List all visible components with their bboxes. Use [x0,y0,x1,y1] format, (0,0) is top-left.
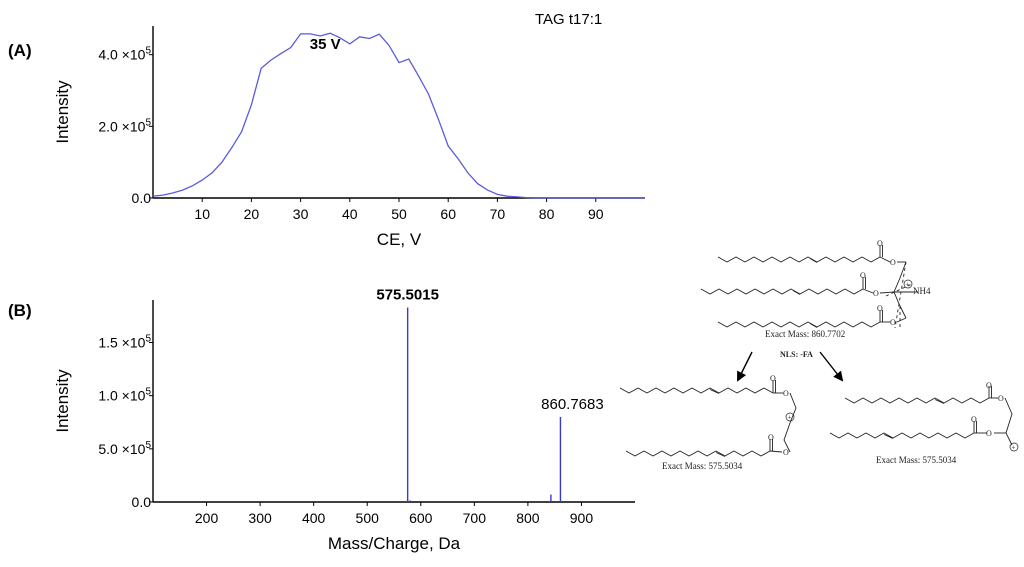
panel-a-label: (A) [8,41,32,60]
svg-text:O: O [986,429,992,438]
fragment-right-mass-label: Exact Mass: 575.5034 [876,455,957,465]
x-axis-label: Mass/Charge, Da [328,534,461,553]
y-axis-label: Intensity [53,80,72,144]
x-tick-label: 10 [194,206,210,222]
y-axis-label: Intensity [53,369,72,433]
fragment-left-labels: O O O O + Exact Mass: 575.5034 [662,374,795,471]
y-tick-label: 2.0 ×105 [98,117,151,134]
peak-label: 860.7683 [541,396,604,413]
y-tick-label: 1.5 ×105 [98,334,151,351]
optimal-ce-annotation: 35 V [310,36,341,53]
x-tick-label: 800 [516,510,540,526]
x-tick-label: 50 [391,206,407,222]
fragment-left-mass-label: Exact Mass: 575.5034 [662,461,743,471]
fragment-left-structure [619,380,797,457]
y-tick-label: 5.0 ×105 [98,440,151,457]
svg-text:+: + [1012,444,1016,452]
svg-text:O: O [971,415,977,424]
x-tick-label: 300 [248,510,272,526]
x-tick-label: 500 [356,510,380,526]
x-tick-label: 70 [490,206,506,222]
x-tick-label: 200 [195,510,219,526]
svg-text:O: O [860,271,866,280]
x-tick-label: 60 [440,206,456,222]
ce-profile-chart: 10 20 30 40 50 60 70 80 90 0.0 2.0 ×105 4.0 ×105 CE,… [53,26,645,249]
svg-text:O: O [783,448,789,457]
fragment-right-labels: O O O O + Exact Mass: 575.5034 [876,381,1019,465]
svg-text:O: O [986,381,992,390]
x-tick-label: 900 [570,510,594,526]
x-tick-label: 30 [293,206,309,222]
fragmentation-scheme: O O O O O O + NH4 Exact Mass: 860.7702 N… [619,239,1019,471]
svg-text:+: + [788,414,792,422]
svg-text:O: O [877,304,883,313]
svg-text:O: O [783,389,789,398]
y-tick-label: 0.0 [132,190,152,206]
svg-text:O: O [877,239,883,248]
x-tick-label: 90 [588,206,604,222]
svg-text:O: O [770,374,776,383]
x-tick-label: 700 [463,510,487,526]
svg-text:O: O [873,289,879,298]
precursor-structure [700,245,918,329]
svg-text:O: O [890,318,896,327]
x-tick-label: 80 [539,206,555,222]
mass-spectrum-chart: 200 300 400 500 600 700 800 900 0.0 5.0 ×105 1.0 ×… [53,286,635,553]
svg-text:+: + [906,281,910,289]
y-tick-label: 1.0 ×105 [98,387,151,404]
compound-title: TAG t17:1 [535,11,602,28]
x-tick-label: 600 [409,510,433,526]
x-tick-label: 40 [342,206,358,222]
arrow-right [819,351,844,382]
ammonium-label: NH4 [913,286,931,296]
peak-label: 575.5015 [376,286,439,303]
svg-text:O: O [890,258,896,267]
svg-text:O: O [768,433,774,442]
x-tick-label: 20 [244,206,260,222]
ce-profile-line [152,32,645,199]
y-tick-label: 4.0 ×105 [98,46,151,63]
svg-text:O: O [998,394,1004,403]
y-tick-label: 0.0 [132,494,152,510]
arrow-left [737,351,753,382]
x-tick-label: 400 [302,510,326,526]
x-axis-label: CE, V [377,230,422,249]
neutral-loss-label: NLS: -FA [780,350,813,359]
precursor-labels: O O O O O O + NH4 Exact Mass: 860.7702 N… [765,239,931,359]
precursor-mass-label: Exact Mass: 860.7702 [765,329,845,339]
fragment-right-structure [829,386,1013,446]
panel-b-label: (B) [8,301,32,320]
